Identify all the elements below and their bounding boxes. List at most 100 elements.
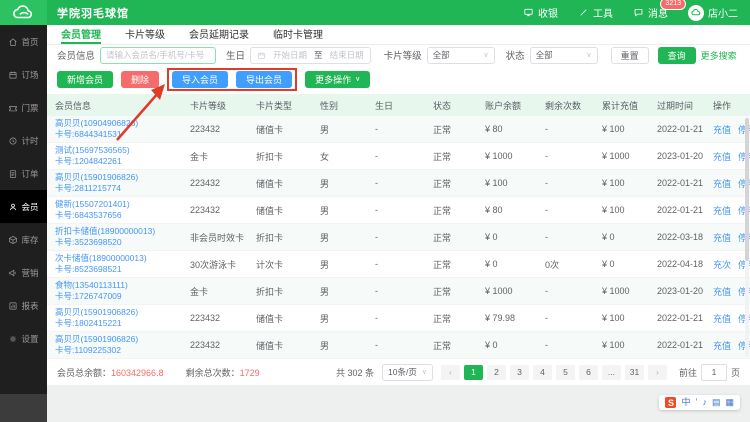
recharge-link[interactable]: 充次 [713, 259, 732, 270]
sidebar-item-inventory[interactable]: 库存 [0, 223, 47, 256]
member-search-input[interactable] [100, 46, 217, 64]
message-bubble-icon [634, 9, 643, 17]
cashier-button[interactable]: 收银 [523, 5, 558, 20]
more-actions-button[interactable]: 更多操作 ∨ [305, 70, 371, 88]
expire-cell: 2023-01-20 [649, 277, 705, 305]
tab-2[interactable]: 会员延期记录 [189, 30, 249, 41]
member-name-link[interactable]: 折扣卡储值(18900000013) [55, 225, 156, 236]
birthday-cell: - [367, 169, 425, 197]
prev-page-button[interactable]: ‹ [440, 364, 460, 380]
search-button[interactable]: 查询 [657, 46, 696, 64]
member-card-no-link[interactable]: 卡号:8523698521 [55, 264, 122, 274]
page-button-3[interactable]: 3 [509, 364, 529, 380]
sidebar-item-report[interactable]: 报表 [0, 289, 47, 322]
sidebar-item-clock[interactable]: 计时 [0, 124, 47, 157]
add-member-button[interactable]: 新增会员 [57, 70, 114, 88]
card-type-cell: 折扣卡 [248, 223, 312, 251]
member-card-no-link[interactable]: 卡号:1802415221 [55, 318, 122, 328]
times-cell: - [537, 142, 594, 170]
more-search-link[interactable]: 更多搜索 [700, 50, 737, 61]
sidebar-item-marketing[interactable]: 营销 [0, 256, 47, 289]
member-name-link[interactable]: 高贝贝(15901906826) [55, 306, 139, 317]
marketing-icon [9, 269, 17, 276]
member-name-link[interactable]: 健新(15507201401) [55, 198, 130, 209]
recharge-cell: ¥ 1000 [594, 277, 649, 305]
member-name-link[interactable]: 食物(13540113111) [55, 279, 128, 290]
delete-button[interactable]: 删除 [121, 70, 160, 88]
status-select[interactable]: 全部 ∨ [529, 46, 598, 64]
ime-punct-icon[interactable]: ’ [695, 397, 698, 407]
recharge-link[interactable]: 充值 [713, 313, 732, 324]
tab-0[interactable]: 会员管理 [61, 25, 101, 44]
tools-button[interactable]: 工具 [578, 5, 613, 20]
sidebar-item-ticket[interactable]: 门票 [0, 91, 47, 124]
recharge-link[interactable]: 充值 [713, 205, 732, 216]
expire-cell: 2023-01-20 [649, 142, 705, 170]
import-members-button[interactable]: 导入会员 [172, 70, 229, 88]
goto-page-input[interactable] [700, 363, 727, 381]
tab-3[interactable]: 临时卡管理 [273, 30, 323, 41]
messages-button[interactable]: 消息 3213 [633, 0, 686, 20]
member-name-link[interactable]: 测试(15697536565) [55, 144, 130, 155]
page-size-select[interactable]: 10条/页 ∨ [382, 363, 433, 381]
total-times: 剩余总次数：1729 [186, 366, 260, 379]
disable-link[interactable]: 停用 [738, 205, 750, 216]
disable-link[interactable]: 停用 [738, 259, 750, 270]
export-members-button[interactable]: 导出会员 [236, 70, 293, 88]
ime-mic-icon[interactable]: ♪ [702, 397, 707, 407]
sidebar-item-order[interactable]: 订单 [0, 157, 47, 190]
disable-link[interactable]: 停用 [738, 178, 750, 189]
table-row: 高贝贝(10904906826) 卡号:6844341531 223432 储值卡男 -… [47, 116, 750, 143]
page-button-5[interactable]: 5 [555, 364, 575, 380]
recharge-link[interactable]: 充值 [713, 151, 732, 162]
ime-mode-zh-icon[interactable]: 中 [681, 397, 691, 407]
sogou-logo-icon[interactable]: S [665, 397, 677, 408]
disable-link[interactable]: 停用 [738, 151, 750, 162]
member-card-no-link[interactable]: 卡号:1204842261 [55, 156, 122, 166]
reset-button[interactable]: 重置 [610, 46, 649, 64]
member-name-link[interactable]: 高贝贝(15901906826) [55, 333, 139, 344]
member-card-no-link[interactable]: 卡号:6843537656 [55, 210, 122, 220]
member-card-no-link[interactable]: 卡号:1109225302 [55, 345, 122, 355]
birthday-cell: - [367, 223, 425, 251]
disable-link[interactable]: 停用 [738, 124, 750, 135]
app-logo[interactable] [0, 0, 47, 25]
page-button-1[interactable]: 1 [463, 364, 483, 380]
annotation-highlight-rect: 导入会员 导出会员 [167, 67, 298, 91]
disable-link[interactable]: 停用 [738, 340, 750, 351]
page-button-2[interactable]: 2 [486, 364, 506, 380]
member-name-link[interactable]: 次卡储值(18900000013) [55, 252, 147, 263]
ime-keyboard-icon[interactable]: ▤ [711, 397, 721, 407]
sidebar-collapse[interactable] [0, 394, 47, 422]
ops-cell: 充值停用 [705, 277, 750, 305]
member-card-no-link[interactable]: 卡号:1726747009 [55, 291, 122, 301]
tab-1[interactable]: 卡片等级 [125, 30, 165, 41]
recharge-link[interactable]: 充值 [713, 124, 732, 135]
sidebar-item-calendar[interactable]: 订场 [0, 58, 47, 91]
recharge-link[interactable]: 充值 [713, 340, 732, 351]
next-page-button[interactable]: › [647, 364, 667, 380]
member-name-link[interactable]: 高贝贝(10904906826) [55, 117, 139, 128]
disable-link[interactable]: 停用 [738, 313, 750, 324]
sidebar-item-settings[interactable]: 设置 [0, 322, 47, 355]
ime-toolbox-icon[interactable]: ▦ [725, 397, 734, 407]
member-card-no-link[interactable]: 卡号:2811215774 [55, 183, 122, 193]
member-name-link[interactable]: 高贝贝(15901906826) [55, 171, 139, 182]
member-card-no-link[interactable]: 卡号:3523698520 [55, 237, 122, 247]
page-button-31[interactable]: 31 [624, 364, 644, 380]
recharge-link[interactable]: 充值 [713, 178, 732, 189]
table-scrollbar[interactable] [745, 118, 749, 357]
disable-link[interactable]: 停用 [738, 286, 750, 297]
member-card-no-link[interactable]: 卡号:6844341531 [55, 129, 122, 139]
page-button-4[interactable]: 4 [532, 364, 552, 380]
user-menu[interactable]: 店小二 [688, 4, 738, 21]
birthday-range-picker[interactable]: 开始日期 至 结束日期 [250, 46, 371, 64]
card-level-select[interactable]: 全部 ∨ [426, 46, 495, 64]
recharge-link[interactable]: 充值 [713, 286, 732, 297]
sidebar-item-home[interactable]: 首页 [0, 25, 47, 58]
page-button-6[interactable]: 6 [578, 364, 598, 380]
disable-link[interactable]: 停用 [738, 232, 750, 243]
recharge-link[interactable]: 充值 [713, 232, 732, 243]
sidebar-item-member[interactable]: 会员 [0, 190, 47, 223]
card-type-cell: 储值卡 [248, 169, 312, 197]
